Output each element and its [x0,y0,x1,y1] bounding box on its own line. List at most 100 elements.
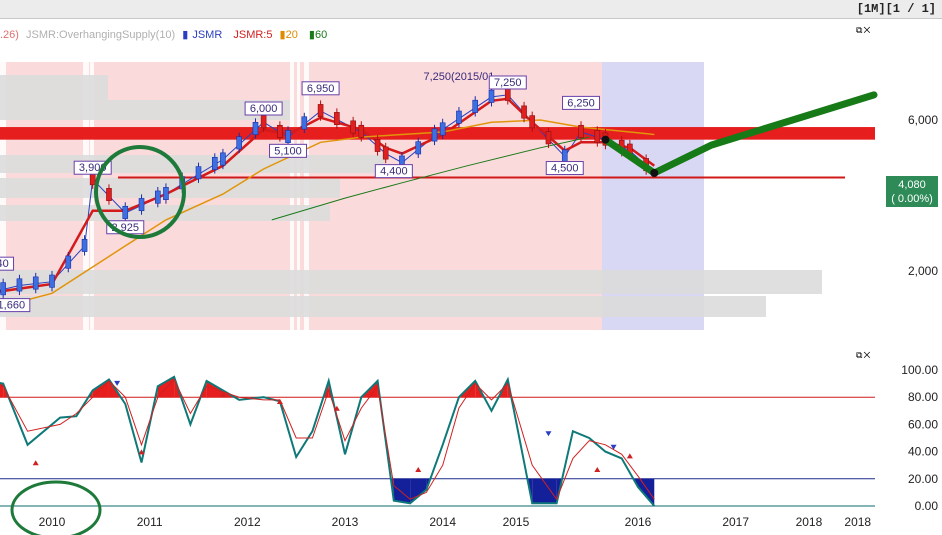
current-change: ( 0.00%) [891,193,933,205]
signal-arrow-icon [138,449,145,455]
supply-box [0,205,330,221]
legend-item: JSMR:OverhangingSupply(10) [26,29,176,41]
signal-arrow-icon [333,405,340,411]
price-label: 6,000 [250,103,278,115]
highlight-oval [10,480,102,535]
candle [260,115,267,129]
legend-item: ▮ JSMR [182,29,223,41]
candle [236,136,242,150]
highlight-circle [94,145,186,239]
candle [301,116,308,130]
oscillator-window-buttons[interactable]: ⧉✕ [856,350,871,361]
signal-arrow-icon [32,460,39,466]
supply-box [0,270,822,294]
price-label-box [562,95,601,110]
signal-arrow-icon [219,392,226,398]
signal-arrow-icon [545,431,552,437]
signal-arrow-icon [114,380,121,386]
price-label-box [488,75,527,90]
candle [488,89,495,103]
candle [138,198,145,212]
price-label: 4,400 [380,166,408,178]
candle [350,120,356,134]
candle [0,282,6,296]
oscillator-panel [0,375,875,535]
candle [122,205,129,219]
price-axis-label: 6,000 [908,113,938,127]
price-label-box [269,143,308,158]
oscillator-axis-label: 40.00 [908,445,938,459]
candle [195,166,202,180]
x-axis-label: 2018 [796,515,823,529]
supply-box [0,100,290,120]
candle [155,190,161,204]
candle [277,124,283,138]
projection-line [601,91,878,177]
oscillator-line [0,378,655,501]
legend-item: ▮20 [279,29,298,41]
oversold-fill [638,478,655,506]
price-label: 1,660 [0,300,25,312]
candle [504,87,511,101]
candle [65,255,72,269]
candle [529,115,535,129]
candle [456,110,462,124]
candle [545,131,552,145]
maximize-icon[interactable]: ⧉ [856,25,864,35]
close-icon[interactable]: ✕ [863,25,872,35]
x-axis-label: 2012 [234,515,261,529]
legend-item: ▮60 [308,29,328,41]
overhanging-supply-boxes [0,75,822,317]
close-icon[interactable]: ✕ [863,350,872,360]
candle [594,130,601,143]
x-axis-label: 2017 [722,515,749,529]
x-axis-label: 2013 [332,515,359,529]
price-label: 7,250(2015/01 [423,71,494,83]
price-label-box [0,256,15,271]
candle [163,187,169,200]
price-label-box [301,81,340,96]
maximize-icon[interactable]: ⧉ [856,350,864,360]
price-label-box [0,298,31,313]
x-axis-label: 2018 [844,515,871,529]
indicator-legend: .26) JSMR:OverhangingSupply(10) ▮ JSMR JS… [0,28,335,41]
price-panel: 1,9401,6603,9002,9256,0005,1006,9507,250… [0,71,878,313]
candle [561,149,568,163]
x-axis-label: 2016 [625,515,652,529]
price-label: 4,500 [551,163,579,175]
candle [415,141,422,155]
price-label: 5,100 [274,145,302,157]
supply-box [0,296,766,317]
supply-box [0,178,340,198]
candle [521,105,527,119]
signal-arrow-icon [276,399,283,404]
candle [252,121,259,135]
panel-window-buttons[interactable]: ⧉✕ [856,25,871,36]
candle [32,276,39,290]
supply-box [0,75,108,100]
oscillator-axis-label: 60.00 [908,417,938,431]
price-label-box [545,161,584,176]
x-axis-label: 2015 [503,515,530,529]
candle [358,124,365,138]
candle [211,156,218,170]
candle [106,188,112,201]
oversold-fill [393,478,411,504]
axes: 6,000 2,000 100.00 80.00 60.00 40.00 20.00 0.00… [39,113,939,529]
projection-start-dot [601,135,610,144]
price-label: 1,940 [0,258,9,270]
candle [374,138,381,152]
candle [220,152,226,166]
candle [16,278,23,292]
oscillator-axis-label: 80.00 [908,390,938,404]
current-price: 4,080 [898,179,926,191]
x-axis-label: 2014 [429,515,456,529]
candle [81,238,88,252]
candle [49,274,55,288]
price-label: 6,250 [567,97,595,109]
current-price-tag: 4,080 ( 0.00%) [886,176,938,207]
signal-arrow-icon [415,467,422,472]
candle [439,122,446,136]
